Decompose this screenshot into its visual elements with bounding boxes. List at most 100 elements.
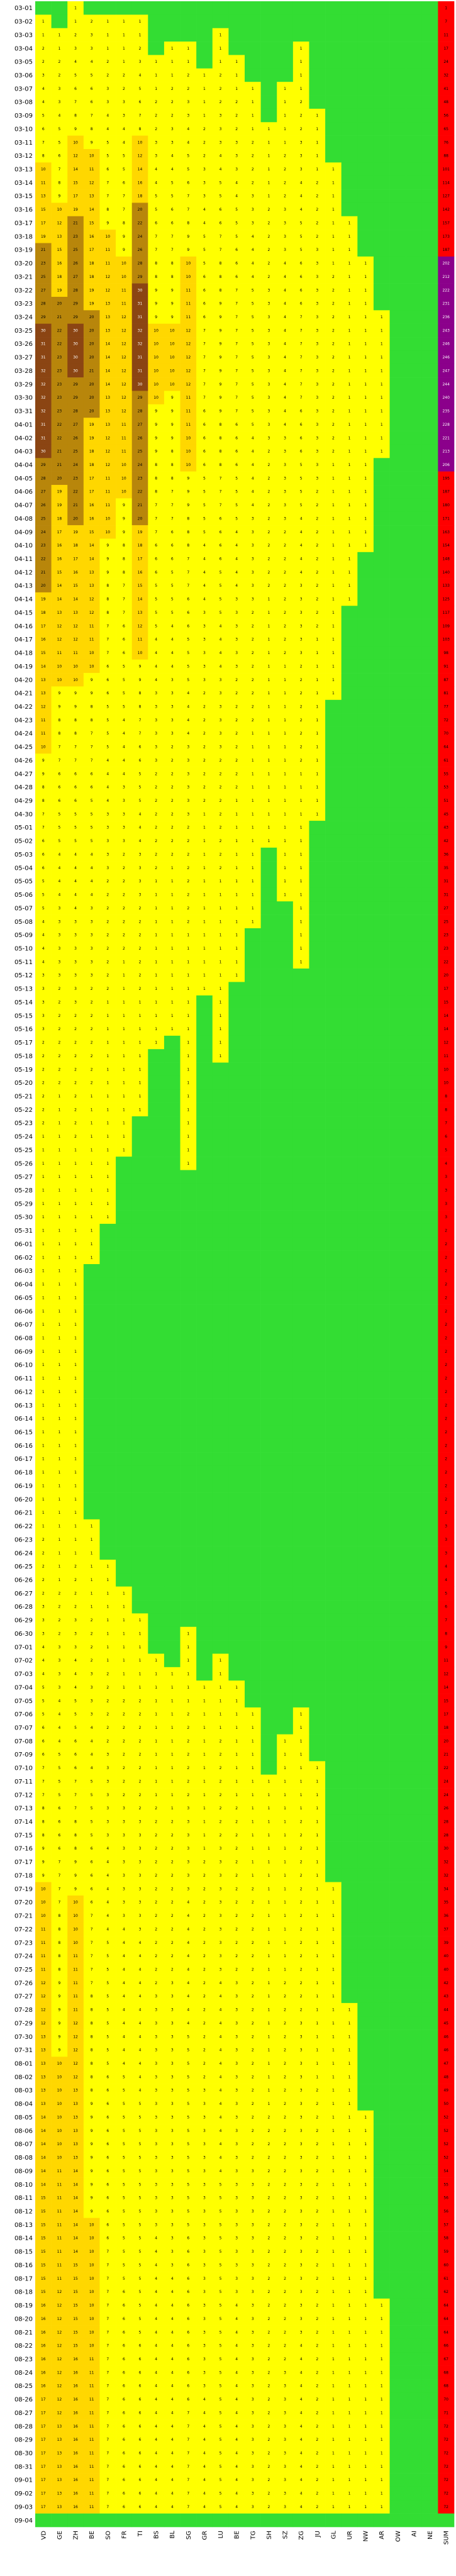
heatmap-cell: [373, 955, 390, 969]
heatmap-cell: [389, 256, 406, 270]
heatmap-cell: [309, 1170, 326, 1184]
heatmap-cell: [148, 230, 165, 243]
heatmap-cell: [325, 175, 342, 190]
heatmap-cell: [99, 1519, 116, 1533]
heatmap-cell: [421, 1035, 438, 1050]
heatmap-cell: [325, 1089, 342, 1103]
heatmap-cell: [277, 230, 294, 243]
heatmap-cell: [131, 1385, 148, 1399]
cell-value-label: 3: [252, 557, 254, 562]
heatmap-cell: [309, 928, 326, 942]
cell-value-label: 3: [74, 47, 77, 51]
heatmap-cell: [406, 1237, 423, 1251]
heatmap-cell: [228, 1600, 245, 1614]
cell-value-label: 3: [316, 436, 318, 440]
heatmap-cell: [292, 1022, 309, 1036]
heatmap-cell: [116, 108, 132, 123]
heatmap-cell: [292, 230, 309, 243]
heatmap-cell: [277, 1130, 294, 1144]
heatmap-cell: [292, 82, 309, 96]
heatmap-cell: [406, 928, 423, 942]
heatmap-cell: [389, 323, 406, 338]
heatmap-cell: [228, 982, 245, 996]
cell-value-label: 1: [252, 758, 254, 763]
heatmap-cell: [260, 28, 277, 42]
heatmap-cell: [196, 1116, 213, 1130]
heatmap-cell: [357, 565, 374, 579]
heatmap-cell: [212, 175, 229, 190]
cell-value-label: 1: [58, 1430, 61, 1435]
cell-value-label: 1: [187, 1108, 189, 1112]
heatmap-cell: [389, 1009, 406, 1023]
cell-value-label: 1: [235, 73, 238, 77]
heatmap-cell: [357, 1559, 374, 1574]
heatmap-cell: [357, 1479, 374, 1493]
cell-value-label: 2: [445, 1296, 447, 1300]
cell-value-label: 1: [91, 1242, 93, 1246]
cell-value-label: 1: [268, 718, 270, 723]
heatmap-cell: [260, 1371, 277, 1385]
cell-value-label: 1: [74, 1524, 77, 1529]
heatmap-cell: [389, 807, 406, 821]
heatmap-cell: [341, 1009, 358, 1023]
cell-value-label: 1: [316, 799, 318, 803]
heatmap-cell: [357, 1130, 374, 1144]
cell-value-label: 18: [138, 194, 143, 199]
cell-value-label: 5: [187, 678, 189, 682]
heatmap-cell: [148, 1264, 165, 1278]
cell-value-label: 3: [284, 516, 286, 521]
heatmap-cell: [292, 1411, 309, 1426]
cell-value-label: 10: [138, 651, 143, 655]
cell-value-label: 15: [89, 530, 94, 535]
heatmap-cell: [292, 148, 309, 163]
heatmap-cell: [421, 726, 438, 741]
heatmap-cell: [357, 914, 374, 929]
cell-value-label: 3: [316, 262, 318, 266]
cell-value-label: 1: [268, 839, 270, 843]
heatmap-cell: [164, 1398, 181, 1413]
heatmap-cell: [148, 1573, 165, 1587]
heatmap-cell: [341, 887, 358, 902]
row-label: 05-29: [14, 1201, 33, 1208]
row-label: 05-11: [14, 959, 33, 966]
cell-value-label: 5: [123, 167, 125, 172]
cell-value-label: 1: [58, 1457, 61, 1462]
cell-value-label: 7: [300, 382, 303, 387]
cell-value-label: 3: [268, 369, 270, 373]
heatmap-cell: [406, 713, 423, 727]
heatmap-cell: [180, 1183, 197, 1197]
cell-value-label: 20: [89, 315, 94, 319]
heatmap-cell: [212, 68, 229, 82]
row-label: 06-15: [14, 1430, 33, 1436]
cell-value-label: 1: [348, 248, 351, 252]
cell-value-label: 4: [284, 288, 286, 292]
heatmap-cell: [35, 256, 52, 270]
heatmap-cell: [131, 1170, 148, 1184]
heatmap-cell: [325, 1533, 342, 1546]
heatmap-cell: [83, 1398, 100, 1413]
cell-value-label: 1: [74, 1282, 77, 1287]
row-label: 05-24: [14, 1134, 33, 1141]
heatmap-cell: [260, 1250, 277, 1265]
heatmap-cell: [406, 1586, 423, 1601]
cell-value-label: 1: [348, 328, 351, 333]
row-label: 07-03: [14, 1671, 33, 1678]
heatmap-cell: [245, 1143, 261, 1157]
cell-value-label: 5: [252, 369, 254, 373]
cell-value-label: 5: [203, 530, 206, 535]
heatmap-cell: [357, 807, 374, 821]
cell-value-label: 11: [41, 731, 46, 736]
heatmap-cell: [341, 1358, 358, 1372]
heatmap-cell: [406, 1250, 423, 1265]
heatmap-cell: [51, 14, 68, 29]
cell-value-label: 1: [74, 1390, 77, 1394]
heatmap-cell: [180, 122, 197, 136]
heatmap-cell: [373, 740, 390, 754]
heatmap-cell: [389, 1519, 406, 1533]
heatmap-cell: [164, 1143, 181, 1157]
heatmap-cell: [421, 1479, 438, 1493]
heatmap-cell: [373, 68, 390, 82]
cell-value-label: 15: [73, 584, 78, 588]
cell-value-label: 3: [74, 974, 77, 978]
cell-value-label: 1: [364, 436, 367, 440]
